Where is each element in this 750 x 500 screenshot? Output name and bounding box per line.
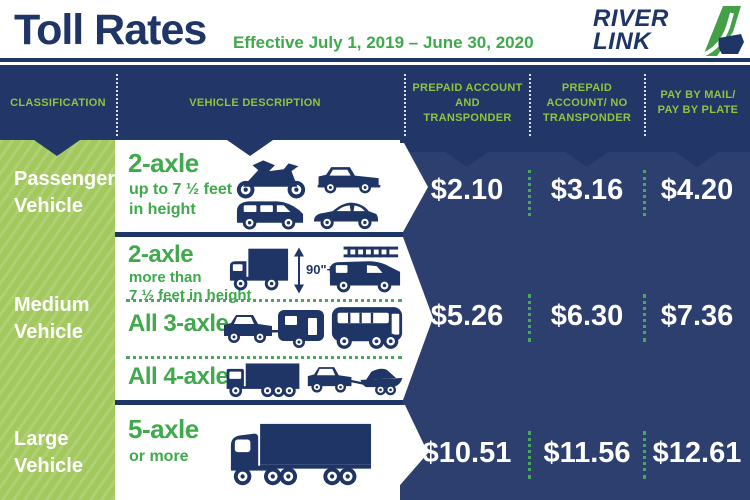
minivan-icon xyxy=(235,194,305,232)
dotted-separator xyxy=(126,356,402,359)
price-medium-pay-by-mail: $7.36 xyxy=(660,300,734,332)
row-divider xyxy=(115,232,403,237)
col-header-prepaid-transponder: PREPAID ACCOUNT AND TRANSPONDER xyxy=(412,81,523,124)
price-large-pay-by-mail: $12.61 xyxy=(652,437,742,469)
price-separator xyxy=(643,431,646,479)
price-medium-prepaid-no-transponder: $6.30 xyxy=(550,300,624,332)
medium-2axle-label: 2-axle xyxy=(128,241,194,268)
price-separator xyxy=(643,294,646,342)
page-title: Toll Rates xyxy=(14,6,207,54)
classification-medium: Medium Vehicle xyxy=(14,294,90,343)
row-divider xyxy=(115,400,403,405)
header-separator xyxy=(404,74,406,136)
col-header-pay-by-mail: PAY BY MAIL/ PAY BY PLATE xyxy=(657,89,739,116)
price-large-prepaid-no-transponder: $11.56 xyxy=(543,437,631,469)
header-separator xyxy=(529,74,531,136)
box-truck-icon xyxy=(228,246,290,294)
passenger-detail-line1: up to 7 ½ feet xyxy=(129,181,233,198)
passenger-detail-line2: in height xyxy=(129,201,196,218)
price-band-top-strip xyxy=(400,140,750,152)
ladder-van-icon xyxy=(328,244,402,294)
riverlink-logo-text: RIVER LINK xyxy=(593,5,669,55)
price-passenger-pay-by-mail: $4.20 xyxy=(660,174,734,206)
classification-column-background xyxy=(0,140,115,500)
large-detail-line1: or more xyxy=(129,448,189,465)
price-passenger-prepaid-no-transponder: $3.16 xyxy=(550,174,624,206)
price-separator xyxy=(528,431,531,479)
table-header-band xyxy=(0,65,750,140)
medium-3axle-label: All 3-axle xyxy=(128,310,229,337)
motorcycle-icon xyxy=(233,154,311,200)
header-separator xyxy=(644,74,646,136)
coach-bus-icon xyxy=(330,302,404,352)
semi-truck-icon xyxy=(226,420,374,492)
height-arrow-icon xyxy=(294,247,304,294)
col-header-classification: CLASSIFICATION xyxy=(10,96,106,109)
large-axle-label: 5-axle xyxy=(128,414,199,444)
riverlink-states-river-icon xyxy=(702,6,744,57)
four-axle-truck-icon xyxy=(222,358,304,398)
price-separator xyxy=(528,294,531,342)
riverlink-logo: RIVER LINK xyxy=(593,5,745,58)
price-passenger-prepaid-transponder: $2.10 xyxy=(430,174,504,206)
col-header-vehicle-description: VEHICLE DESCRIPTION xyxy=(189,96,321,109)
pickup-boat-trailer-icon xyxy=(306,358,406,398)
price-separator xyxy=(528,170,531,216)
medium-4axle-label: All 4-axle xyxy=(128,363,229,390)
passenger-axle-label: 2-axle xyxy=(128,148,199,178)
effective-dates: Effective July 1, 2019 – June 30, 2020 xyxy=(233,33,534,52)
price-medium-prepaid-transponder: $5.26 xyxy=(430,300,504,332)
medium-detail-line1: more than xyxy=(129,269,202,286)
price-separator xyxy=(643,170,646,216)
classification-large: Large Vehicle xyxy=(14,428,83,477)
header-separator xyxy=(116,74,118,136)
pickup-camper-trailer-icon xyxy=(222,304,326,350)
title-divider-rule xyxy=(0,58,750,62)
col-header-prepaid-no-transponder: PREPAID ACCOUNT/ NO TRANSPONDER xyxy=(542,81,632,124)
classification-passenger: Passenger Vehicle xyxy=(14,168,116,217)
price-large-prepaid-transponder: $10.51 xyxy=(422,437,512,469)
sedan-icon xyxy=(312,196,380,232)
pickup-truck-icon xyxy=(316,158,382,200)
price-band-background xyxy=(400,140,750,500)
dotted-separator xyxy=(126,299,402,302)
height-90-label: 90"+ xyxy=(306,262,335,277)
